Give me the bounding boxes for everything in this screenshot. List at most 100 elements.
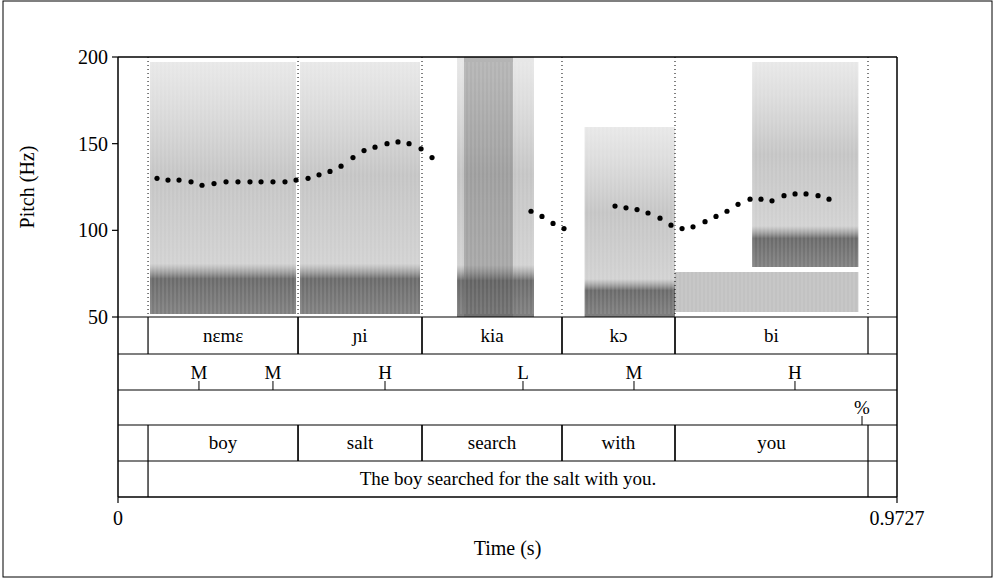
tier-separator <box>118 353 897 354</box>
spectrogram-striation <box>677 62 679 314</box>
interval-boundary <box>674 425 675 461</box>
spectrogram-striation <box>182 62 184 314</box>
spectrogram-striation <box>701 62 703 314</box>
interval-boundary <box>297 317 298 354</box>
pitch-point <box>350 155 355 160</box>
spectrogram-striation <box>584 62 586 314</box>
spectrogram-striation <box>837 62 839 314</box>
spectrogram-striation <box>190 62 192 314</box>
spectrogram-striation <box>548 62 550 314</box>
spectrogram-striation <box>484 62 486 314</box>
spectrogram-striation <box>388 62 390 314</box>
interval-label: The boy searched for the salt with you. <box>360 468 657 489</box>
pitch-point <box>803 191 808 196</box>
y-tick-label: 150 <box>78 133 108 155</box>
spectrogram-striation <box>564 62 566 314</box>
spectrogram-striation <box>789 62 791 314</box>
spectrogram-striation <box>218 62 220 314</box>
spectrogram-striation <box>348 62 350 314</box>
interval-boundary <box>147 317 148 354</box>
pitch-point <box>792 191 797 196</box>
spectrogram-striation <box>857 62 859 314</box>
pitch-point <box>713 214 718 219</box>
spectrogram-striation <box>210 62 212 314</box>
pitch-point <box>316 172 321 177</box>
spectrogram-striation <box>480 62 482 314</box>
spectrogram-striation <box>254 62 256 314</box>
spectrogram-striation <box>436 62 438 314</box>
spectrogram-band <box>300 62 420 314</box>
spectrogram-striation <box>833 62 835 314</box>
interval-boundary <box>674 425 675 461</box>
spectrogram-striation <box>162 62 164 314</box>
point-label: L <box>517 362 529 383</box>
spectrogram-striation <box>797 62 799 314</box>
spectrogram-striation <box>709 62 711 314</box>
interval-boundary <box>421 317 422 354</box>
pitch-point <box>668 223 673 228</box>
spectrogram-striation <box>294 62 296 314</box>
spectrogram-striation <box>620 62 622 314</box>
spectrogram-striation <box>198 62 200 314</box>
pitch-point <box>258 179 263 184</box>
spectrogram-striation <box>801 62 803 314</box>
pitch-point <box>690 224 695 229</box>
interval-boundary <box>674 317 675 354</box>
pitch-point <box>679 226 684 231</box>
interval-label: nɛmɛ <box>203 325 243 346</box>
spectrogram-striation <box>664 62 666 314</box>
interval-label: bi <box>764 325 779 346</box>
spectrogram-striation <box>214 62 216 314</box>
pitch-point <box>406 141 411 146</box>
spectrogram-striation <box>432 62 434 314</box>
spectrogram-striation <box>344 62 346 314</box>
spectrogram-striation <box>628 62 630 314</box>
spectrogram-striation <box>250 62 252 314</box>
interval-label: boy <box>209 432 238 453</box>
interval-boundary <box>561 425 562 461</box>
spectrogram-striation <box>612 62 614 314</box>
spectrogram-striation <box>761 62 763 314</box>
interval-boundary <box>297 425 298 461</box>
pitch-point <box>528 209 533 214</box>
spectrogram-striation <box>624 62 626 314</box>
spectrogram-striation <box>230 62 232 314</box>
spectrogram-striation <box>532 62 534 314</box>
interval-boundary <box>421 425 422 461</box>
spectrogram-striation <box>516 62 518 314</box>
spectrogram-striation <box>640 62 642 314</box>
spectrogram-striation <box>528 62 530 314</box>
spectrogram-striation <box>246 62 248 314</box>
spectrogram-striation <box>508 62 510 314</box>
spectrogram-striation <box>428 62 430 314</box>
pitch-point <box>418 146 423 151</box>
spectrogram-striation <box>805 62 807 314</box>
spectrogram-striation <box>206 62 208 314</box>
spectrogram-striation <box>849 62 851 314</box>
spectrogram-striation <box>238 62 240 314</box>
y-tick <box>112 56 118 57</box>
spectrogram-striation <box>154 62 156 314</box>
spectrogram-striation <box>596 62 598 314</box>
interval-label: kɔ <box>610 325 628 346</box>
interval-label: you <box>757 432 786 453</box>
pitch-point <box>815 193 820 198</box>
boundary-line <box>298 57 299 317</box>
y-tick-label: 200 <box>78 46 108 68</box>
boundary-line <box>868 57 869 317</box>
spectrogram-striation <box>845 62 847 314</box>
spectrogram-striation <box>745 62 747 314</box>
boundary-line <box>561 57 562 317</box>
x-tick <box>896 497 897 503</box>
spectrogram-striation <box>733 62 735 314</box>
y-axis-title: Pitch (Hz) <box>16 146 39 229</box>
spectrogram-striation <box>328 62 330 314</box>
pitch-point <box>282 179 287 184</box>
spectrogram-striation <box>672 62 674 314</box>
pitch-point <box>702 219 707 224</box>
pitch-point <box>293 177 298 182</box>
spectrogram-striation <box>312 62 314 314</box>
spectrogram-striation <box>644 62 646 314</box>
spectrogram-striation <box>278 62 280 314</box>
point-label: M <box>626 362 643 383</box>
